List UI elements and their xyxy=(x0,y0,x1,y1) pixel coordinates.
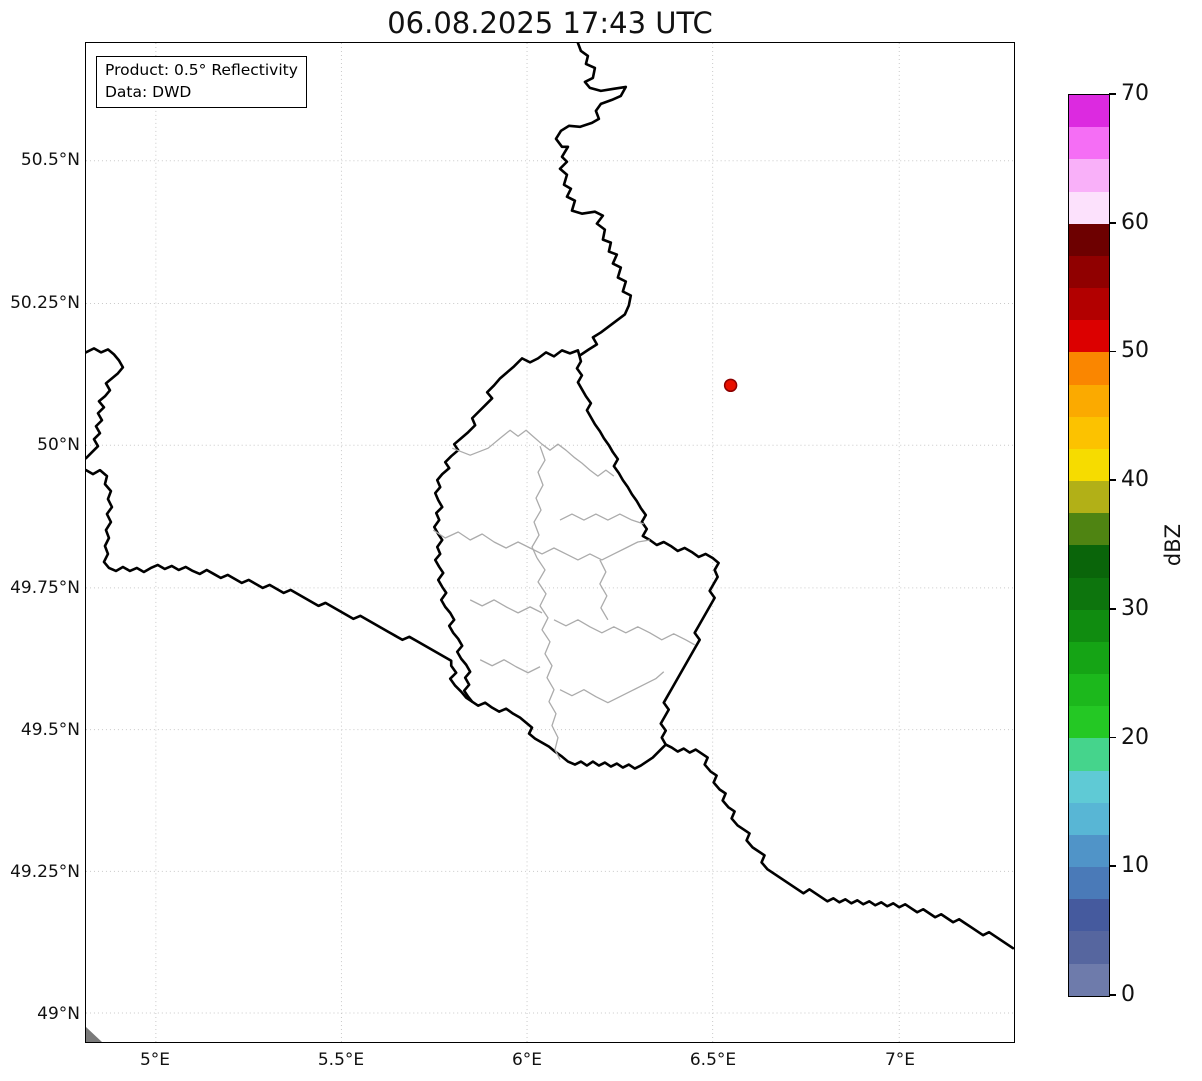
colorbar-band xyxy=(1069,416,1109,449)
corner-terrain-patch xyxy=(86,1027,102,1042)
colorbar-band xyxy=(1069,834,1109,868)
colorbar-tick-label: 30 xyxy=(1121,595,1149,621)
colorbar-tick-mark xyxy=(1109,221,1116,224)
colorbar-band xyxy=(1069,674,1109,707)
colorbar-band xyxy=(1069,127,1109,160)
colorbar-band xyxy=(1069,288,1109,321)
y-tick-label: 49.75°N xyxy=(10,578,80,598)
y-tick-label: 49.25°N xyxy=(10,862,80,882)
colorbar-band xyxy=(1069,320,1109,353)
colorbar-band xyxy=(1069,802,1109,835)
y-tick-label: 49°N xyxy=(37,1004,80,1024)
colorbar-tick-label: 20 xyxy=(1121,724,1149,750)
canton-borders xyxy=(432,429,696,760)
x-tick-label: 5.5°E xyxy=(317,1050,365,1070)
border-france-germany xyxy=(664,743,1014,950)
colorbar-tick-mark xyxy=(1109,865,1116,868)
border-luxembourg xyxy=(432,349,720,770)
colorbar-tick-mark xyxy=(1109,479,1116,481)
colorbar-band xyxy=(1069,255,1109,289)
data-source-line: Data: DWD xyxy=(105,82,192,101)
colorbar-band xyxy=(1069,95,1109,128)
border-france-belgium xyxy=(86,468,474,703)
colorbar-band xyxy=(1069,770,1109,803)
map-canvas xyxy=(86,43,1014,1042)
plot-title: 06.08.2025 17:43 UTC xyxy=(387,6,713,40)
colorbar-band xyxy=(1069,384,1109,417)
colorbar-band xyxy=(1069,899,1109,932)
colorbar-tick-mark xyxy=(1109,350,1116,353)
map-plot-area: Product: 0.5° Reflectivity Data: DWD xyxy=(85,42,1015,1043)
colorbar-band xyxy=(1069,448,1109,482)
colorbar-band xyxy=(1069,223,1109,256)
y-tick-label: 50°N xyxy=(37,435,80,455)
colorbar-tick-label: 50 xyxy=(1121,338,1149,364)
colorbar-tick-mark xyxy=(1109,994,1116,996)
colorbar-tick-mark xyxy=(1109,736,1116,739)
x-tick-label: 6.5°E xyxy=(689,1050,737,1070)
y-tick-label: 50.25°N xyxy=(10,293,80,313)
reflectivity-colorbar xyxy=(1068,94,1110,997)
colorbar-band xyxy=(1069,481,1109,514)
colorbar-band xyxy=(1069,513,1109,546)
colorbar-band xyxy=(1069,191,1109,224)
colorbar-tick-label: 70 xyxy=(1121,81,1149,106)
colorbar-band xyxy=(1069,706,1109,739)
product-info-box: Product: 0.5° Reflectivity Data: DWD xyxy=(96,56,307,109)
colorbar-band xyxy=(1069,738,1109,771)
x-tick-label: 5°E xyxy=(139,1050,171,1070)
colorbar-tick-label: 60 xyxy=(1121,209,1149,235)
border-belgium-germany xyxy=(554,43,633,357)
colorbar-tick-label: 10 xyxy=(1121,853,1149,879)
colorbar-tick-label: 0 xyxy=(1121,982,1135,1007)
border-givet-salient xyxy=(86,347,125,460)
colorbar-band xyxy=(1069,867,1109,900)
colorbar-band xyxy=(1069,159,1109,192)
colorbar-band xyxy=(1069,545,1109,578)
colorbar-band xyxy=(1069,609,1109,642)
colorbar-band xyxy=(1069,963,1109,996)
product-line: Product: 0.5° Reflectivity xyxy=(105,61,298,79)
graticule-gridlines xyxy=(86,43,1014,1042)
x-tick-label: 6°E xyxy=(511,1050,543,1070)
y-tick-label: 50.5°N xyxy=(20,150,80,170)
y-tick-label: 49.5°N xyxy=(20,720,80,740)
colorbar-unit-label: dBZ xyxy=(1161,523,1185,567)
colorbar-tick-mark xyxy=(1109,608,1116,610)
colorbar-band xyxy=(1069,352,1109,385)
colorbar-tick-label: 40 xyxy=(1121,467,1149,493)
colorbar-band xyxy=(1069,577,1109,610)
x-tick-label: 7°E xyxy=(884,1050,916,1070)
radar-site-marker xyxy=(723,378,738,393)
colorbar-band xyxy=(1069,641,1109,675)
colorbar-tick-mark xyxy=(1109,93,1116,95)
colorbar-band xyxy=(1069,931,1109,964)
national-borders xyxy=(86,43,1014,950)
